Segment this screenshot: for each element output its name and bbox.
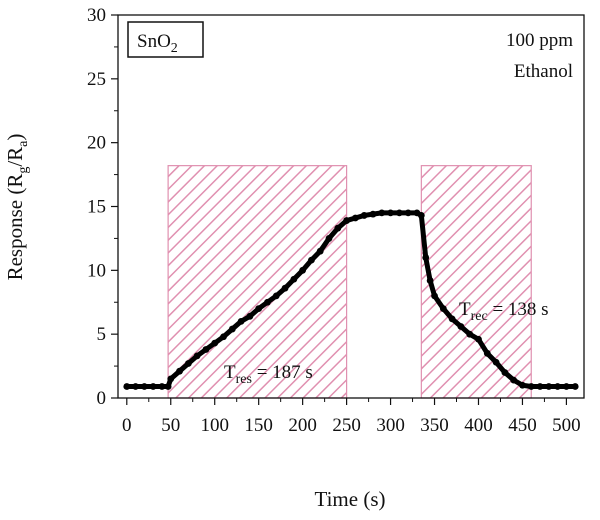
y-tick-label: 0 [97, 388, 107, 409]
material-label: SnO2 [137, 31, 178, 56]
data-point [299, 266, 307, 274]
data-point [510, 376, 518, 384]
data-point [272, 292, 280, 300]
data-point [193, 352, 201, 360]
data-point [439, 305, 447, 313]
data-point [255, 305, 263, 313]
data-point [422, 254, 430, 261]
x-tick-label: 200 [288, 415, 317, 436]
x-axis-title: Time (s) [315, 487, 386, 511]
y-tick-label: 15 [87, 197, 106, 218]
data-point [123, 383, 131, 390]
data-point [281, 284, 289, 292]
y-axis-title: Response (Rg/Ra) [3, 134, 31, 281]
data-point [360, 212, 368, 219]
y-tick-label: 20 [87, 133, 106, 154]
data-point [466, 330, 474, 338]
data-point [536, 383, 544, 390]
x-tick-label: 400 [464, 415, 493, 436]
data-point [184, 360, 192, 367]
data-point [211, 339, 219, 347]
data-point [527, 383, 535, 390]
data-point [448, 315, 456, 323]
gas-label: Ethanol [514, 61, 573, 82]
data-point [483, 349, 491, 357]
x-tick-label: 350 [420, 415, 449, 436]
data-point [457, 323, 465, 330]
data-point [395, 209, 403, 217]
data-point [176, 367, 183, 375]
data-point [475, 335, 482, 343]
data-point [554, 383, 562, 390]
data-point [492, 358, 500, 366]
data-point [264, 298, 271, 306]
x-tick-label: 0 [122, 415, 132, 436]
response-time-label: Tres = 187 s [224, 362, 313, 387]
data-point [308, 256, 315, 264]
data-point [228, 325, 236, 333]
y-tick-label: 10 [87, 260, 106, 281]
data-point [378, 209, 386, 217]
data-point [167, 375, 175, 383]
data-point [334, 224, 342, 232]
y-tick-label: 30 [87, 5, 106, 26]
data-point [158, 383, 166, 390]
response-time-region [167, 165, 348, 399]
data-point [563, 383, 570, 390]
x-tick-label: 250 [332, 415, 361, 436]
data-point [501, 369, 509, 376]
x-tick-label: 150 [244, 415, 273, 436]
data-point [545, 383, 553, 390]
data-point [431, 292, 438, 300]
data-point [132, 383, 139, 390]
x-tick-label: 50 [161, 415, 180, 436]
data-point [404, 209, 412, 217]
data-point [202, 346, 210, 353]
data-point [325, 235, 333, 242]
data-point [220, 333, 227, 341]
data-point [426, 277, 434, 284]
y-tick-label: 5 [97, 324, 107, 345]
data-point [519, 381, 526, 389]
recovery-time-label: Trec = 138 s [459, 299, 549, 324]
recovery-time-region [420, 165, 532, 399]
data-point [343, 217, 351, 224]
data-point [237, 318, 245, 325]
data-point [417, 212, 425, 219]
data-point [387, 209, 394, 217]
x-tick-label: 500 [552, 415, 581, 436]
data-point [140, 383, 148, 390]
data-point [149, 383, 157, 390]
y-tick-label: 25 [87, 69, 106, 90]
data-point [164, 383, 172, 390]
data-point [571, 383, 579, 390]
data-point [369, 210, 377, 218]
x-tick-label: 450 [508, 415, 537, 436]
data-point [351, 214, 359, 222]
material-label-box [127, 21, 204, 58]
data-point [246, 312, 254, 320]
concentration-label: 100 ppm [506, 30, 573, 51]
x-tick-label: 300 [376, 415, 405, 436]
data-point [316, 247, 324, 255]
data-point [290, 275, 298, 283]
x-tick-label: 100 [200, 415, 229, 436]
